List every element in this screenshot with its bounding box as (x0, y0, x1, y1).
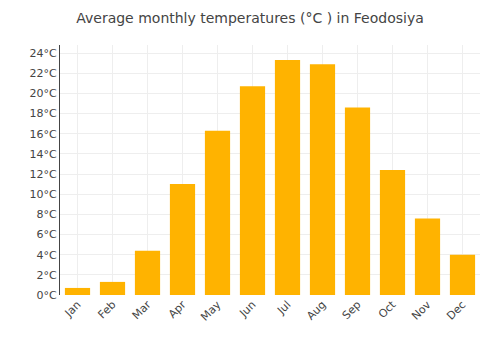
svg-text:4°C: 4°C (37, 249, 57, 262)
svg-text:Average monthly temperatures (: Average monthly temperatures (°C ) in Fe… (76, 10, 424, 26)
svg-text:12°C: 12°C (30, 168, 57, 181)
svg-text:2°C: 2°C (37, 269, 57, 282)
svg-text:Jan: Jan (62, 298, 84, 320)
svg-text:Dec: Dec (444, 298, 468, 322)
svg-text:22°C: 22°C (30, 67, 57, 80)
svg-text:Jun: Jun (236, 298, 258, 320)
svg-text:8°C: 8°C (37, 208, 57, 221)
svg-text:24°C: 24°C (30, 47, 57, 60)
svg-text:Sep: Sep (340, 298, 364, 322)
svg-text:Oct: Oct (376, 298, 399, 321)
svg-text:20°C: 20°C (30, 87, 57, 100)
svg-text:6°C: 6°C (37, 228, 57, 241)
svg-text:Aug: Aug (304, 298, 328, 322)
svg-text:14°C: 14°C (30, 148, 57, 161)
svg-text:16°C: 16°C (30, 128, 57, 141)
svg-text:Apr: Apr (166, 298, 189, 321)
svg-text:Mar: Mar (130, 298, 154, 322)
svg-text:18°C: 18°C (30, 107, 57, 120)
svg-text:May: May (198, 298, 224, 324)
svg-text:10°C: 10°C (30, 188, 57, 201)
svg-text:Jul: Jul (274, 298, 293, 317)
svg-text:Feb: Feb (96, 298, 119, 321)
svg-text:0°C: 0°C (37, 289, 57, 302)
svg-text:Nov: Nov (409, 298, 434, 323)
